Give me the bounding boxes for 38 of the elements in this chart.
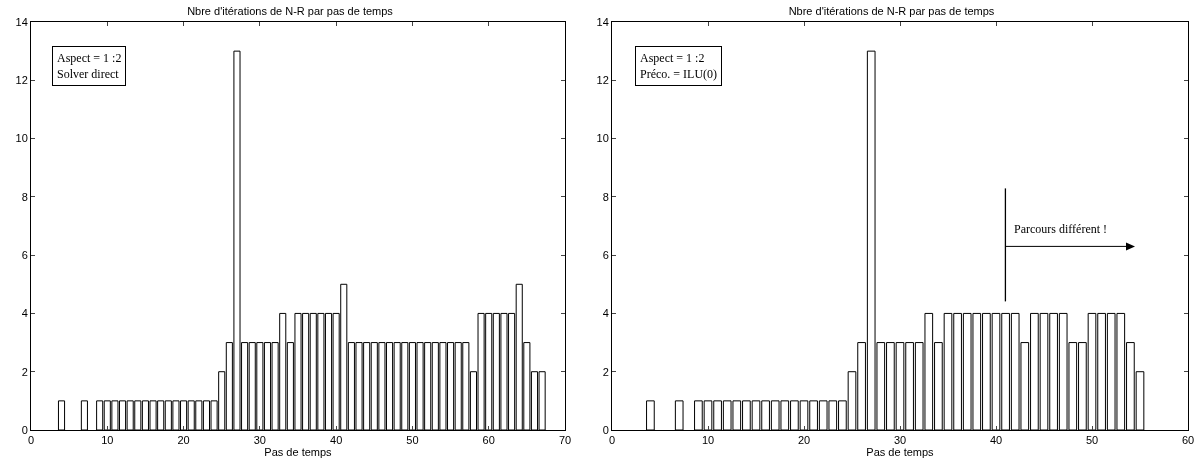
- x-tick-label: 40: [330, 434, 343, 447]
- chart-title: Nbre d'itérations de N-R par pas de temps: [788, 4, 995, 17]
- x-tick-label: 60: [482, 434, 495, 447]
- annotation: Aspect = 1 :2: [57, 51, 122, 65]
- y-tick-label: 2: [21, 365, 28, 378]
- x-tick-label: 20: [797, 434, 811, 447]
- annotation: Préco. = ILU(0): [640, 66, 718, 81]
- x-tick-label: 50: [406, 434, 419, 447]
- x-tick-label: 70: [558, 434, 572, 447]
- y-tick-label: 6: [602, 248, 609, 261]
- annotation: Aspect = 1 :2: [640, 51, 705, 65]
- y-tick-label: 6: [21, 248, 28, 261]
- x-tick-label: 10: [701, 434, 715, 447]
- x-tick-label: 20: [177, 434, 190, 447]
- annotation: Parcours différent !: [1014, 222, 1108, 236]
- x-tick-label: 50: [1085, 434, 1099, 447]
- y-tick-label: 10: [596, 132, 609, 145]
- y-tick-label: 12: [15, 74, 28, 87]
- y-tick-label: 8: [21, 190, 28, 203]
- y-tick-label: 0: [602, 423, 609, 436]
- y-tick-label: 4: [602, 307, 609, 320]
- y-tick-label: 14: [15, 15, 28, 28]
- y-tick-label: 8: [602, 190, 609, 203]
- y-tick-label: 12: [596, 74, 609, 87]
- x-axis-title: Pas de temps: [264, 446, 333, 459]
- annotation: Solver direct: [57, 66, 120, 81]
- y-tick-label: 14: [596, 15, 609, 28]
- y-tick-label: 10: [15, 132, 28, 145]
- x-axis-title: Pas de temps: [866, 446, 935, 459]
- x-tick-label: 30: [253, 434, 266, 447]
- y-tick-label: 4: [21, 307, 28, 320]
- chart-title: Nbre d'itérations de N-R par pas de temps: [187, 4, 394, 17]
- x-tick-label: 40: [989, 434, 1003, 447]
- x-tick-label: 30: [893, 434, 907, 447]
- y-tick-label: 2: [602, 365, 609, 378]
- y-tick-label: 0: [21, 423, 28, 436]
- x-tick-label: 10: [101, 434, 114, 447]
- x-tick-label: 60: [1181, 434, 1195, 447]
